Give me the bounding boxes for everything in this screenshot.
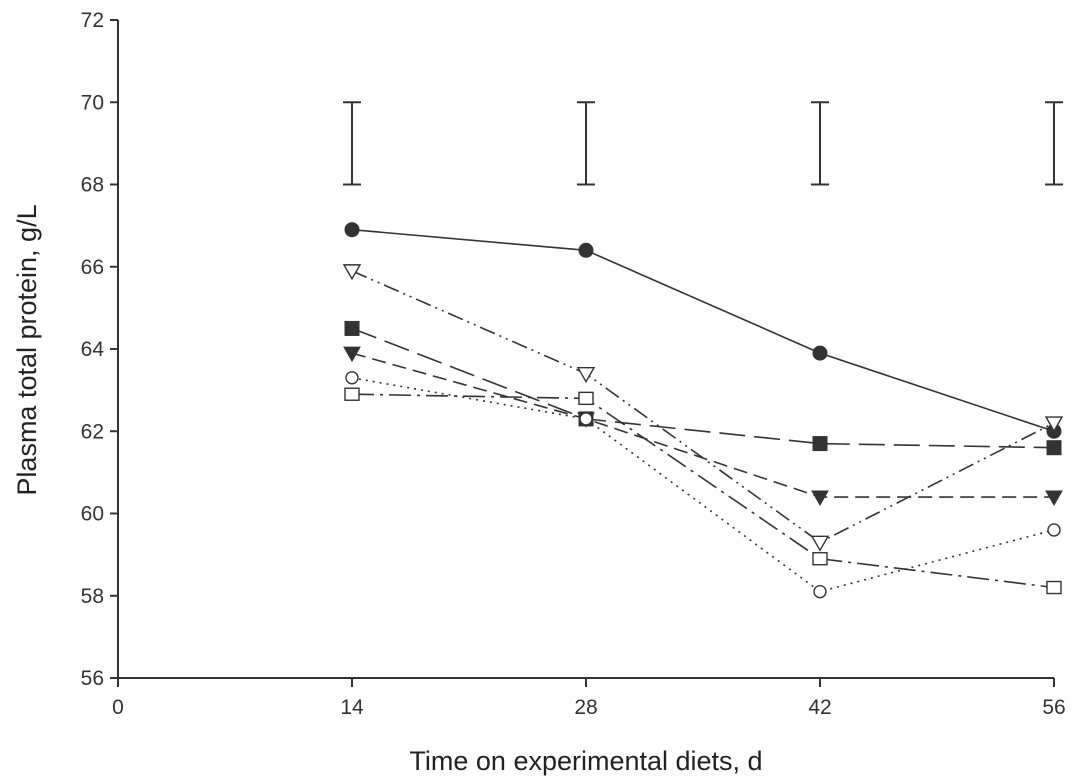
data-point-open-circle xyxy=(345,371,359,385)
data-point-filled-triangle-down xyxy=(343,346,361,363)
series-line-open-square xyxy=(351,393,1055,589)
y-tick-label: 62 xyxy=(81,420,104,443)
data-point-open-triangle-down xyxy=(342,264,362,281)
x-tick-label: 42 xyxy=(808,696,831,719)
data-point-open-square xyxy=(578,391,594,406)
series-line-filled-circle xyxy=(351,228,1055,433)
x-tick-label: 0 xyxy=(112,696,124,719)
x-tick-label: 56 xyxy=(1042,696,1065,719)
axes: 56 58 60 62 64 66 68 70 72 0 14 28 42 56 xyxy=(81,9,1066,719)
y-tick-label: 66 xyxy=(81,256,104,279)
y-tick-label: 70 xyxy=(81,91,104,114)
x-axis-title: Time on experimental diets, d xyxy=(409,746,762,776)
error-bars xyxy=(343,101,1063,186)
y-tick-label: 64 xyxy=(81,338,105,361)
y-tick-label: 72 xyxy=(81,9,104,32)
y-tick-label: 60 xyxy=(81,503,104,526)
data-point-filled-square xyxy=(812,436,828,452)
error-bar xyxy=(577,101,595,186)
data-point-open-square xyxy=(812,552,828,566)
data-point-filled-circle xyxy=(812,345,828,361)
y-tick-label: 68 xyxy=(81,174,104,197)
data-point-filled-square xyxy=(344,320,360,336)
error-bar xyxy=(1045,101,1063,186)
data-point-open-circle xyxy=(1047,523,1061,537)
series-line-filled-square xyxy=(351,327,1055,449)
data-point-open-circle xyxy=(813,584,827,599)
data-point-filled-circle xyxy=(578,242,594,258)
data-point-filled-square xyxy=(1046,440,1062,456)
x-tick-label: 28 xyxy=(574,696,597,719)
data-point-filled-triangle-down xyxy=(1045,490,1063,507)
x-tick-label: 14 xyxy=(340,696,364,719)
series-line-open-circle xyxy=(351,377,1055,593)
data-point-open-triangle-down xyxy=(810,535,830,552)
data-point-open-square xyxy=(1046,580,1062,595)
y-axis-title: Plasma total protein, g/L xyxy=(12,204,42,495)
error-bar xyxy=(343,101,361,186)
data-point-filled-triangle-down xyxy=(811,490,829,507)
data-point-open-triangle-down xyxy=(1044,416,1064,433)
series-lines xyxy=(351,228,1055,593)
data-point-open-circle xyxy=(579,412,593,426)
y-tick-label: 58 xyxy=(81,585,104,608)
error-bar xyxy=(811,101,829,186)
series-line-filled-triangle-down xyxy=(351,352,1054,498)
data-point-filled-circle xyxy=(344,222,360,238)
y-tick-label: 56 xyxy=(81,667,104,690)
data-point-open-square xyxy=(344,387,360,401)
series-line-open-triangle-down xyxy=(351,270,1055,544)
series-markers xyxy=(342,222,1064,599)
data-point-open-triangle-down xyxy=(576,366,596,384)
